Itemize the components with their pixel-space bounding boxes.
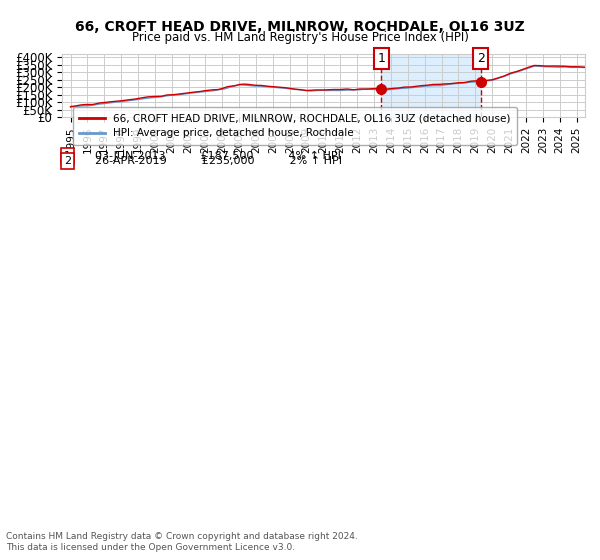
Text: 66, CROFT HEAD DRIVE, MILNROW, ROCHDALE, OL16 3UZ: 66, CROFT HEAD DRIVE, MILNROW, ROCHDALE,…: [75, 20, 525, 34]
Text: Price paid vs. HM Land Registry's House Price Index (HPI): Price paid vs. HM Land Registry's House …: [131, 31, 469, 44]
Text: 03-JUN-2013          £187,500          4% ↑ HPI: 03-JUN-2013 £187,500 4% ↑ HPI: [88, 151, 341, 161]
Text: 1: 1: [377, 52, 385, 65]
Text: 2: 2: [477, 52, 485, 65]
Text: 2: 2: [64, 156, 71, 166]
Text: Contains HM Land Registry data © Crown copyright and database right 2024.
This d: Contains HM Land Registry data © Crown c…: [6, 532, 358, 552]
Text: 26-APR-2019          £235,000          2% ↑ HPI: 26-APR-2019 £235,000 2% ↑ HPI: [88, 156, 342, 166]
Text: 1: 1: [64, 151, 71, 161]
Legend: 66, CROFT HEAD DRIVE, MILNROW, ROCHDALE, OL16 3UZ (detached house), HPI: Average: 66, CROFT HEAD DRIVE, MILNROW, ROCHDALE,…: [73, 107, 517, 144]
Bar: [381, 54, 481, 117]
